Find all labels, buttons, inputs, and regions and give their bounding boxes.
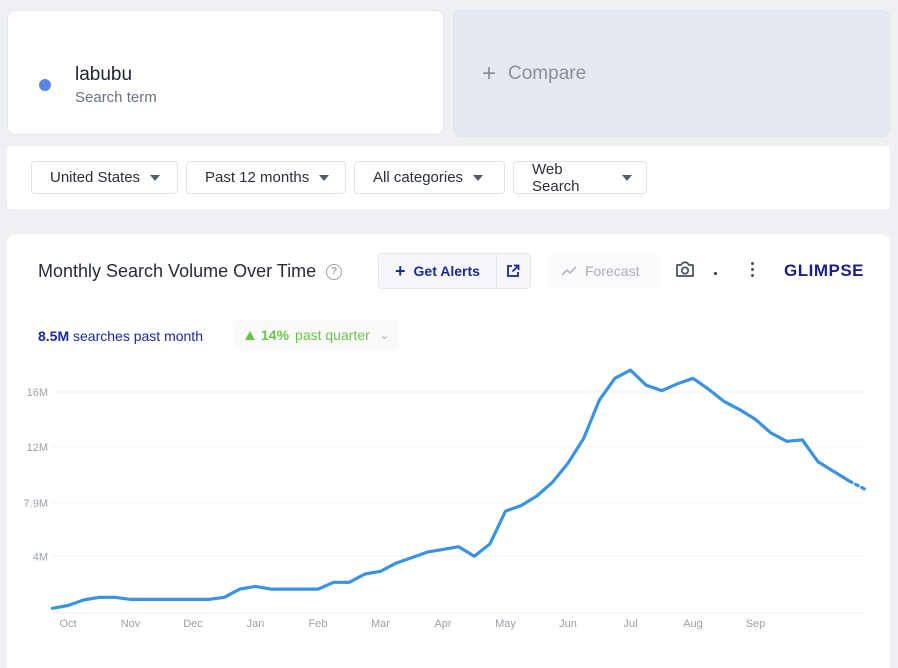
more-options-button[interactable] (751, 262, 755, 277)
chart-title: Monthly Search Volume Over Time ? (38, 261, 343, 282)
compare-label: Compare (508, 63, 587, 84)
location-filter[interactable]: United States (31, 161, 178, 194)
location-filter-label: United States (50, 169, 141, 186)
y-tick-label: 12M (27, 442, 48, 454)
y-tick-label: 16M (27, 387, 48, 399)
series-line (50, 368, 851, 610)
compare-button[interactable]: + Compare (482, 62, 586, 86)
trend-up-icon (561, 266, 577, 276)
category-filter[interactable]: All categories (354, 161, 505, 194)
alerts-group: + Get Alerts (378, 253, 531, 289)
category-filter-label: All categories (373, 169, 464, 186)
kebab-dot (751, 268, 754, 271)
x-tick-label: Sep (746, 618, 766, 630)
open-external-button[interactable] (497, 254, 530, 288)
caret-down-icon (150, 174, 161, 181)
search-term-name: labubu (75, 64, 133, 85)
monthly-volume-value: 8.5M (38, 328, 70, 344)
chart-card: Monthly Search Volume Over Time ? + Get … (7, 234, 890, 668)
chart-title-text: Monthly Search Volume Over Time (38, 261, 317, 281)
time-range-filter-label: Past 12 months (205, 169, 310, 186)
x-tick-label: Feb (309, 618, 328, 630)
caret-down-icon (473, 174, 484, 181)
forecast-button[interactable]: Forecast (547, 254, 661, 288)
kebab-dot (751, 274, 754, 277)
compare-card[interactable]: + Compare (453, 10, 890, 137)
quarter-change-suffix: past quarter (295, 327, 370, 343)
x-tick-label: Jul (623, 618, 637, 630)
x-tick-label: Apr (434, 618, 451, 630)
projected-line (847, 479, 867, 491)
x-tick-label: Nov (121, 618, 141, 630)
x-tick-label: Jun (559, 618, 577, 630)
x-tick-label: Mar (371, 618, 390, 630)
glimpse-logo: GLIMPSE (784, 261, 865, 280)
external-link-icon (507, 264, 520, 277)
monthly-volume-suffix: searches past month (73, 328, 203, 344)
get-alerts-button[interactable]: + Get Alerts (379, 254, 497, 288)
term-color-dot (39, 79, 51, 91)
help-icon[interactable]: ? (326, 263, 343, 280)
quarter-change-value: 14% (261, 327, 290, 343)
y-tick-label: 4M (33, 551, 48, 563)
plus-icon: + (482, 60, 497, 87)
x-tick-label: Oct (59, 618, 76, 630)
plus-icon: + (395, 261, 406, 281)
stats-row: 8.5M searches past month (38, 328, 203, 344)
time-range-filter[interactable]: Past 12 months (186, 161, 346, 194)
y-tick-label: 7.9M (24, 498, 48, 510)
forecast-label: Forecast (585, 263, 640, 279)
x-tick-label: Jan (247, 618, 265, 630)
search-type-filter[interactable]: Web Search (513, 160, 647, 195)
search-term-card[interactable]: labubu Search term (7, 10, 444, 135)
filter-bar: United States Past 12 months All categor… (7, 146, 890, 209)
camera-icon (676, 261, 694, 277)
quarter-change-dropdown[interactable]: 14% past quarter ⌄ (235, 320, 399, 350)
kebab-dot (751, 262, 754, 265)
x-tick-label: Aug (683, 618, 703, 630)
x-tick-label: May (495, 618, 516, 630)
x-tick-label: Dec (183, 618, 203, 630)
caret-down-icon (319, 174, 330, 181)
screenshot-button[interactable] (675, 261, 695, 283)
search-term-subtitle: Search term (75, 89, 157, 106)
chevron-down-icon: ⌄ (379, 329, 389, 342)
trend-up-triangle-icon (245, 330, 255, 340)
monthly-volume-stat: 8.5M searches past month (38, 328, 203, 344)
search-type-filter-label: Web Search (532, 160, 580, 195)
caret-down-icon (622, 174, 632, 181)
get-alerts-label: Get Alerts (413, 263, 480, 279)
separator-dot (714, 272, 717, 275)
